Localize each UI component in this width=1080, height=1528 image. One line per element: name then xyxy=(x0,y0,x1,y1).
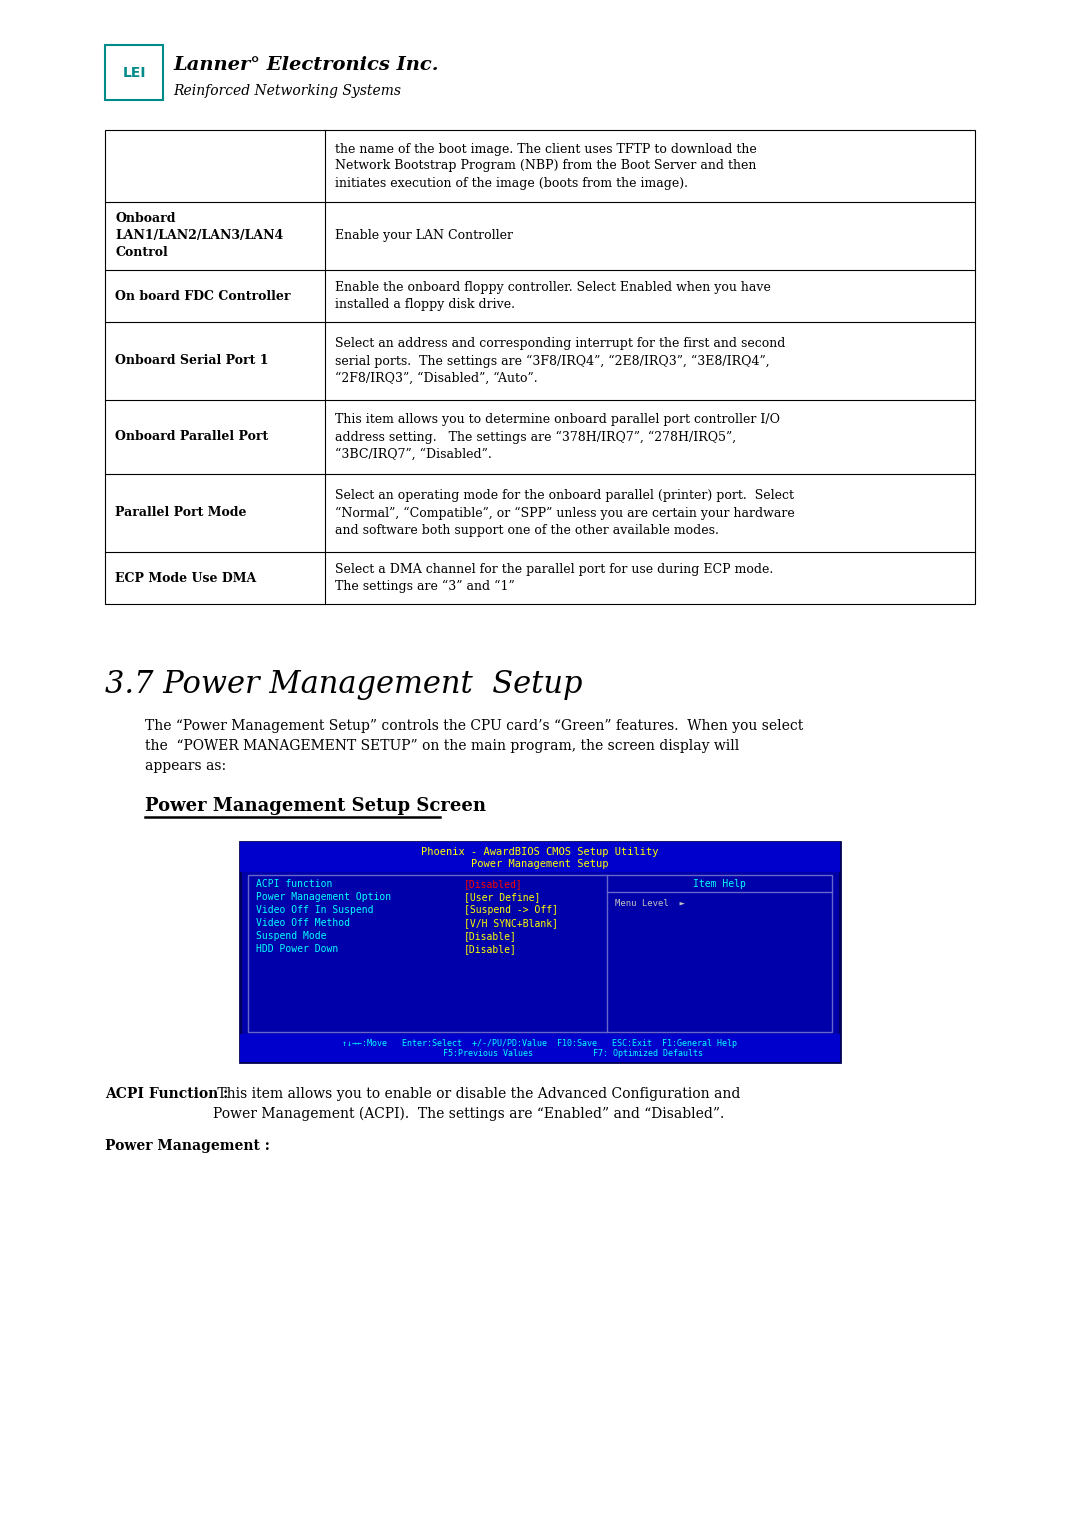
Bar xyxy=(105,130,975,604)
Text: The “Power Management Setup” controls the CPU card’s “Green” features.  When you: The “Power Management Setup” controls th… xyxy=(145,720,804,773)
Text: [V/H SYNC+Blank]: [V/H SYNC+Blank] xyxy=(464,918,558,927)
Text: Video Off In Suspend: Video Off In Suspend xyxy=(256,905,374,915)
Text: Enable the onboard floppy controller. Select Enabled when you have
installed a f: Enable the onboard floppy controller. Se… xyxy=(335,281,771,312)
Text: LEI: LEI xyxy=(122,66,146,79)
Text: ECP Mode Use DMA: ECP Mode Use DMA xyxy=(114,571,256,585)
Bar xyxy=(240,842,840,1062)
Text: ↑↓→←:Move   Enter:Select  +/-/PU/PD:Value  F10:Save   ESC:Exit  F1:General Help: ↑↓→←:Move Enter:Select +/-/PU/PD:Value F… xyxy=(342,1039,738,1048)
Text: This item allows you to enable or disable the Advanced Configuration and
Power M: This item allows you to enable or disabl… xyxy=(213,1086,741,1122)
Text: Lanner° Electronics Inc.: Lanner° Electronics Inc. xyxy=(173,57,438,73)
Text: This item allows you to determine onboard parallel port controller I/O
address s: This item allows you to determine onboar… xyxy=(335,414,780,460)
Text: Power Management Setup: Power Management Setup xyxy=(471,859,609,869)
Text: Parallel Port Mode: Parallel Port Mode xyxy=(114,506,246,520)
Text: Onboard Serial Port 1: Onboard Serial Port 1 xyxy=(114,354,269,368)
Text: [User Define]: [User Define] xyxy=(464,892,540,902)
Text: ACPI function: ACPI function xyxy=(256,879,333,889)
Text: Video Off Method: Video Off Method xyxy=(256,918,350,927)
Text: Item Help: Item Help xyxy=(693,879,746,889)
Text: On board FDC Controller: On board FDC Controller xyxy=(114,289,291,303)
Text: [Suspend -> Off]: [Suspend -> Off] xyxy=(464,905,558,915)
Text: Select a DMA channel for the parallel port for use during ECP mode.
The settings: Select a DMA channel for the parallel po… xyxy=(335,562,773,593)
Text: 3.7 Power Management  Setup: 3.7 Power Management Setup xyxy=(105,669,582,700)
Text: Select an address and corresponding interrupt for the first and second
serial po: Select an address and corresponding inte… xyxy=(335,338,785,385)
Bar xyxy=(248,876,832,1031)
Text: the name of the boot image. The client uses TFTP to download the
Network Bootstr: the name of the boot image. The client u… xyxy=(335,142,757,189)
Text: Enable your LAN Controller: Enable your LAN Controller xyxy=(335,229,513,243)
Text: Power Management :: Power Management : xyxy=(105,1138,270,1154)
Text: Power Management Option: Power Management Option xyxy=(256,892,391,902)
Text: F5:Previous Values            F7: Optimized Defaults: F5:Previous Values F7: Optimized Default… xyxy=(378,1050,702,1059)
Text: Power Management Setup Screen: Power Management Setup Screen xyxy=(145,798,486,814)
Text: ACPI Function :: ACPI Function : xyxy=(105,1086,228,1102)
Text: Suspend Mode: Suspend Mode xyxy=(256,931,326,941)
Bar xyxy=(240,1034,840,1062)
Text: [Disable]: [Disable] xyxy=(464,944,517,953)
Text: Phoenix - AwardBIOS CMOS Setup Utility: Phoenix - AwardBIOS CMOS Setup Utility xyxy=(421,847,659,857)
FancyBboxPatch shape xyxy=(105,44,163,99)
Text: HDD Power Down: HDD Power Down xyxy=(256,944,338,953)
Text: Onboard Parallel Port: Onboard Parallel Port xyxy=(114,431,268,443)
Text: [Disabled]: [Disabled] xyxy=(464,879,523,889)
Text: Onboard
LAN1/LAN2/LAN3/LAN4
Control: Onboard LAN1/LAN2/LAN3/LAN4 Control xyxy=(114,212,283,260)
Text: [Disable]: [Disable] xyxy=(464,931,517,941)
Text: Reinforced Networking Systems: Reinforced Networking Systems xyxy=(173,84,401,98)
Text: Select an operating mode for the onboard parallel (printer) port.  Select
“Norma: Select an operating mode for the onboard… xyxy=(335,489,795,536)
Text: Menu Level  ►: Menu Level ► xyxy=(616,898,685,908)
Bar xyxy=(240,842,840,872)
